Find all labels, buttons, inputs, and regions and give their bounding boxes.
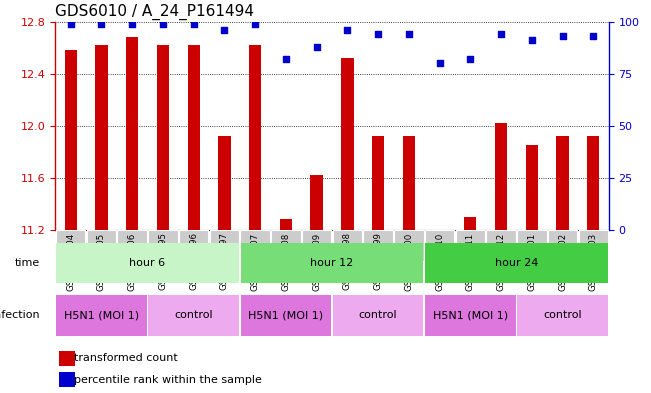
FancyBboxPatch shape [363,230,393,261]
Point [219,27,230,33]
Text: GSM1626011: GSM1626011 [466,232,475,291]
Point [404,31,414,37]
Point [127,20,137,27]
Bar [495,123,507,230]
Text: GSM1626010: GSM1626010 [435,232,444,291]
Bar [218,136,230,230]
Point [373,31,383,37]
Bar [59,372,75,387]
Bar [64,50,77,230]
Bar [280,220,292,230]
Point [527,37,537,44]
Bar [187,45,200,230]
FancyBboxPatch shape [548,230,577,261]
Bar [59,351,75,365]
FancyBboxPatch shape [302,230,331,261]
FancyBboxPatch shape [425,295,516,336]
FancyBboxPatch shape [241,295,331,336]
FancyBboxPatch shape [486,230,516,261]
Text: transformed count: transformed count [74,353,177,363]
Point [189,20,199,27]
Text: GSM1626000: GSM1626000 [404,232,413,291]
Bar [126,37,139,230]
Text: GSM1625999: GSM1625999 [374,232,383,290]
Point [96,20,107,27]
Text: GSM1626005: GSM1626005 [97,232,106,291]
FancyBboxPatch shape [117,230,147,261]
Text: infection: infection [0,310,40,320]
Point [311,44,322,50]
FancyBboxPatch shape [56,230,85,261]
Point [588,33,598,39]
Point [281,56,291,62]
Bar [403,136,415,230]
Text: GSM1626001: GSM1626001 [527,232,536,291]
FancyBboxPatch shape [148,295,239,336]
Bar [95,45,107,230]
Bar [587,136,600,230]
Text: GSM1626009: GSM1626009 [312,232,321,290]
FancyBboxPatch shape [148,230,178,261]
Text: control: control [359,310,397,320]
Text: time: time [15,258,40,268]
Text: GSM1626008: GSM1626008 [281,232,290,291]
Bar [372,136,384,230]
FancyBboxPatch shape [456,230,485,261]
FancyBboxPatch shape [517,230,547,261]
FancyBboxPatch shape [518,295,608,336]
Text: GSM1625998: GSM1625998 [343,232,352,290]
FancyBboxPatch shape [425,230,454,261]
Bar [157,45,169,230]
FancyBboxPatch shape [87,230,116,261]
Bar [311,175,323,230]
Point [158,20,168,27]
FancyBboxPatch shape [240,230,270,261]
Text: H5N1 (MOI 1): H5N1 (MOI 1) [433,310,508,320]
Point [250,20,260,27]
Bar [249,45,261,230]
FancyBboxPatch shape [333,230,362,261]
Text: GSM1625995: GSM1625995 [158,232,167,290]
Text: H5N1 (MOI 1): H5N1 (MOI 1) [64,310,139,320]
Text: GSM1626002: GSM1626002 [558,232,567,291]
Bar [557,136,569,230]
FancyBboxPatch shape [271,230,301,261]
Text: control: control [544,310,582,320]
Text: control: control [174,310,213,320]
Point [434,60,445,66]
Text: percentile rank within the sample: percentile rank within the sample [74,375,262,385]
FancyBboxPatch shape [241,243,423,283]
Text: GSM1625997: GSM1625997 [220,232,229,290]
Text: GSM1626006: GSM1626006 [128,232,137,291]
FancyBboxPatch shape [333,295,423,336]
Point [66,20,76,27]
Bar [526,145,538,230]
Point [496,31,506,37]
Text: hour 12: hour 12 [311,258,353,268]
FancyBboxPatch shape [579,230,608,261]
FancyBboxPatch shape [394,230,424,261]
Text: GSM1626003: GSM1626003 [589,232,598,291]
Point [342,27,353,33]
Text: GSM1626012: GSM1626012 [497,232,506,291]
Text: GSM1626007: GSM1626007 [251,232,260,291]
Text: GDS6010 / A_24_P161494: GDS6010 / A_24_P161494 [55,4,255,20]
FancyBboxPatch shape [56,243,239,283]
FancyBboxPatch shape [179,230,208,261]
Text: GSM1626004: GSM1626004 [66,232,76,291]
FancyBboxPatch shape [210,230,239,261]
Text: GSM1625996: GSM1625996 [189,232,198,290]
Text: H5N1 (MOI 1): H5N1 (MOI 1) [248,310,324,320]
FancyBboxPatch shape [56,295,146,336]
Text: hour 6: hour 6 [130,258,165,268]
Text: hour 24: hour 24 [495,258,538,268]
Bar [341,58,353,230]
Point [557,33,568,39]
Point [465,56,475,62]
Bar [464,217,477,230]
FancyBboxPatch shape [425,243,608,283]
